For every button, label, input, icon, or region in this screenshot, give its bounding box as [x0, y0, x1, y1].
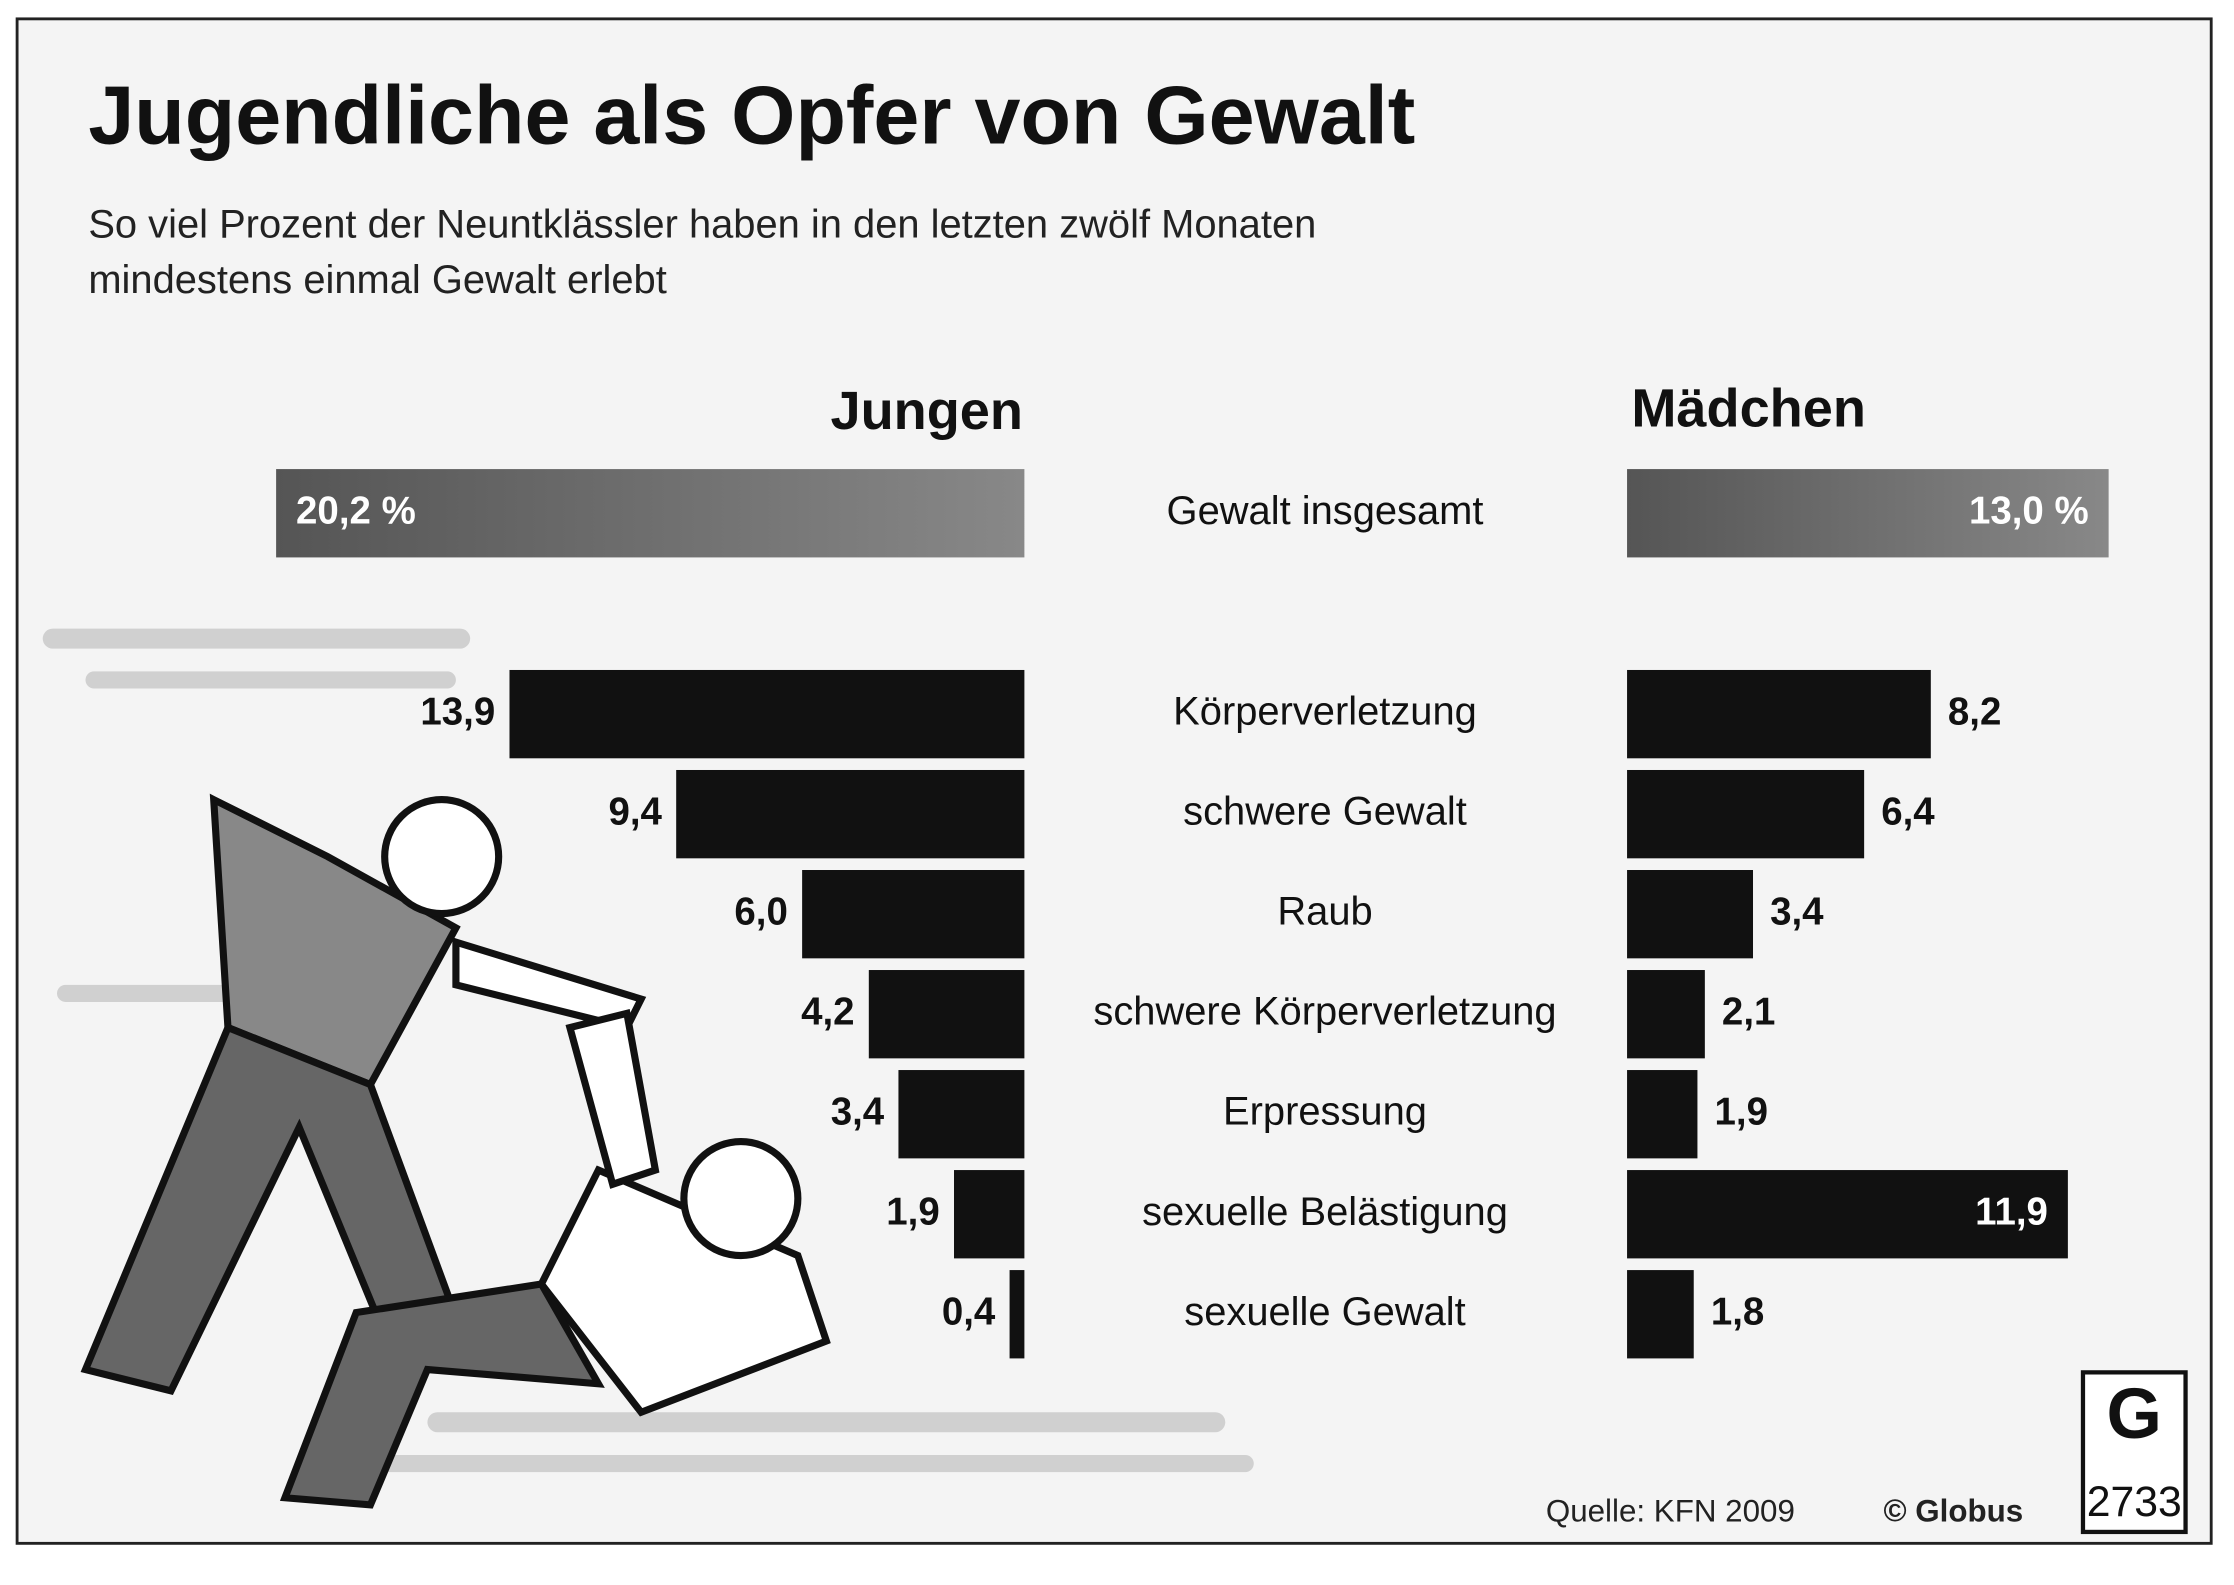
bar	[1627, 1270, 1694, 1359]
category-label: Erpressung	[1223, 1090, 1427, 1134]
total-bar	[1627, 469, 2109, 558]
category-label: sexuelle Gewalt	[1184, 1290, 1465, 1334]
title: Jugendliche als Opfer von Gewalt	[88, 68, 1415, 161]
illustration	[80, 793, 831, 1509]
value-label: 0,4	[942, 1290, 996, 1333]
bar	[509, 669, 1025, 759]
category-label: sexuelle Belästigung	[1142, 1190, 1508, 1234]
subtitle: So viel Prozent der Neuntklässler haben …	[88, 202, 1316, 246]
category-label: Gewalt insgesamt	[1167, 489, 1484, 533]
value-label: 1,9	[886, 1190, 939, 1233]
value-label: 4,2	[801, 990, 854, 1033]
value-label: 6,4	[1881, 790, 1935, 833]
logo-number: 2733	[2087, 1478, 2182, 1526]
bar	[1627, 669, 1931, 759]
bar	[1627, 769, 1865, 859]
bar	[1009, 1270, 1025, 1359]
value-label: 13,9	[420, 690, 495, 733]
credit: © Globus	[1884, 1494, 2024, 1529]
logo	[2080, 1370, 2188, 1535]
value-label: 11,9	[1975, 1190, 2048, 1233]
category-label: schwere Gewalt	[1183, 790, 1467, 834]
bar	[1627, 1070, 1698, 1159]
frame	[15, 17, 2213, 1545]
value-label: 1,8	[1711, 1290, 1764, 1333]
subtitle: mindestens einmal Gewalt erlebt	[88, 258, 666, 302]
logo-mark: G	[2107, 1375, 2162, 1454]
category-label: Raub	[1277, 890, 1372, 934]
bar	[868, 970, 1025, 1059]
legend-entry: Mädchen	[1631, 378, 1866, 438]
total-bar	[276, 469, 1025, 558]
bar	[1627, 970, 1705, 1059]
source: Quelle: KFN 2009	[1546, 1494, 1795, 1529]
legend-entry: Jungen	[831, 381, 1023, 441]
value-label: 13,0 %	[1969, 489, 2089, 532]
bar	[1627, 870, 1754, 959]
value-label: 6,0	[734, 890, 787, 933]
value-label: 20,2 %	[296, 489, 416, 532]
value-label: 8,2	[1948, 690, 2001, 733]
value-label: 9,4	[608, 790, 662, 833]
value-label: 3,4	[1770, 890, 1824, 933]
bar	[898, 1070, 1025, 1159]
illustration-streaks	[42, 628, 1254, 1473]
bar	[1627, 1170, 2068, 1259]
bar	[954, 1170, 1025, 1259]
bar	[676, 769, 1025, 859]
value-label: 3,4	[831, 1090, 885, 1133]
category-label: Körperverletzung	[1173, 690, 1477, 734]
bar	[802, 870, 1025, 959]
value-label: 2,1	[1722, 990, 1775, 1033]
category-label: schwere Körperverletzung	[1093, 990, 1556, 1034]
value-label: 1,9	[1715, 1090, 1768, 1133]
